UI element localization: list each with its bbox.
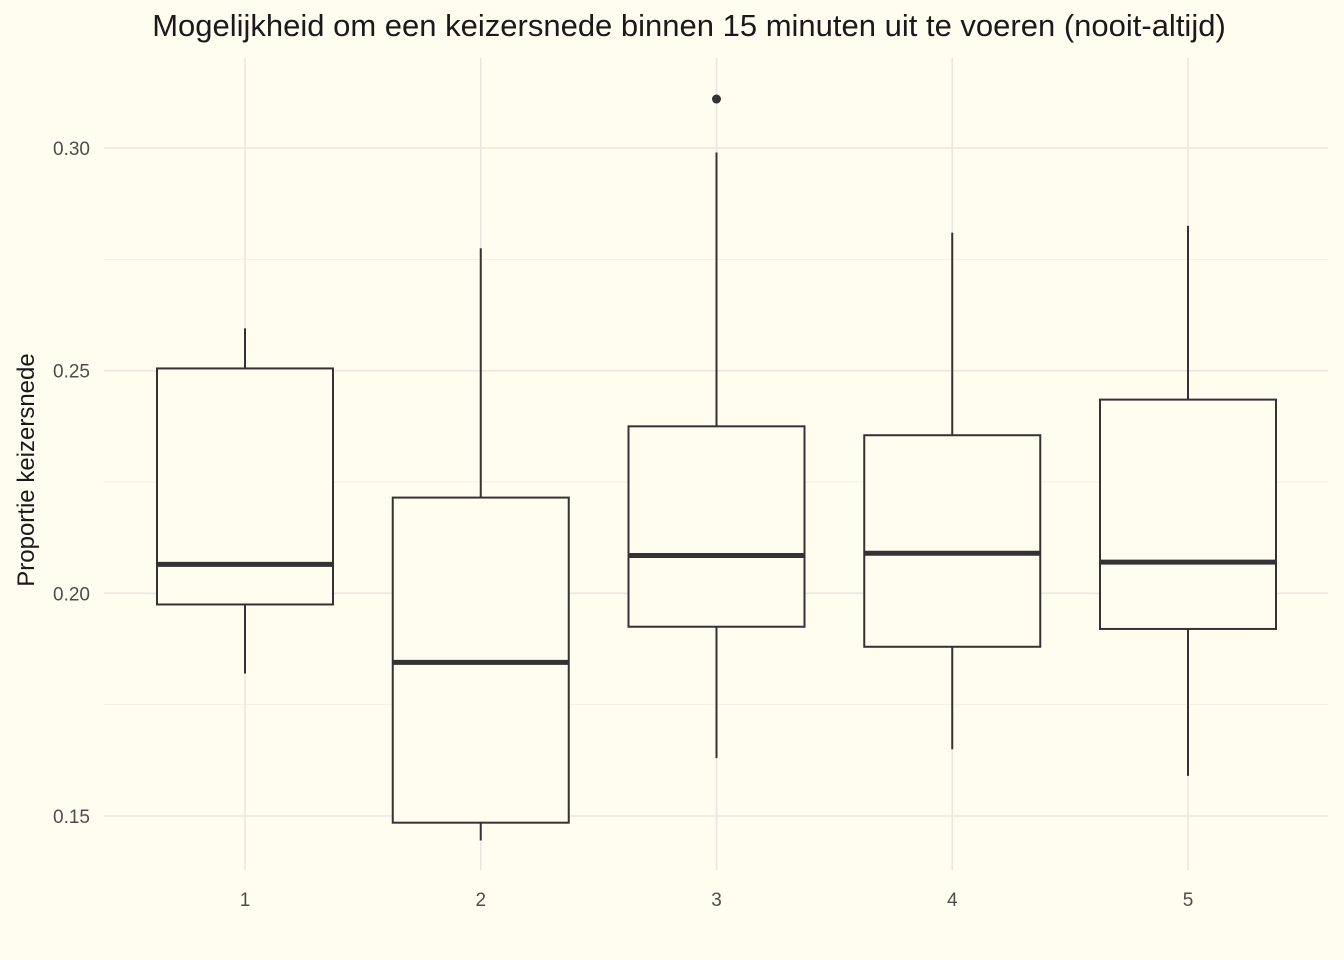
interquartile-box bbox=[863, 434, 1042, 648]
box-4 bbox=[863, 232, 1042, 750]
y-axis-title: Proportie keizersnede bbox=[13, 353, 40, 586]
tick-labels: 0.15 0.20 0.25 0.30 1 2 3 4 5 bbox=[53, 139, 1193, 911]
y-tick-label: 0.30 bbox=[53, 139, 90, 160]
outlier-point bbox=[712, 94, 721, 104]
x-tick-label: 5 bbox=[1183, 890, 1194, 911]
interquartile-box bbox=[156, 367, 334, 606]
chart-title: Mogelijkheid om een keizersnede binnen 1… bbox=[152, 8, 1226, 43]
x-tick-label: 3 bbox=[711, 890, 722, 911]
x-tick-label: 1 bbox=[240, 890, 251, 911]
boxes bbox=[156, 94, 1277, 841]
x-tick-label: 4 bbox=[947, 890, 958, 911]
interquartile-box bbox=[1099, 398, 1277, 630]
box-5 bbox=[1099, 225, 1277, 776]
y-tick-label: 0.15 bbox=[53, 807, 90, 828]
box-1 bbox=[156, 328, 334, 674]
x-tick-label: 2 bbox=[475, 890, 486, 911]
box-2 bbox=[391, 248, 570, 841]
box-3 bbox=[627, 94, 806, 759]
y-tick-label: 0.25 bbox=[53, 362, 90, 383]
y-tick-label: 0.20 bbox=[53, 584, 90, 605]
interquartile-box bbox=[627, 425, 806, 628]
